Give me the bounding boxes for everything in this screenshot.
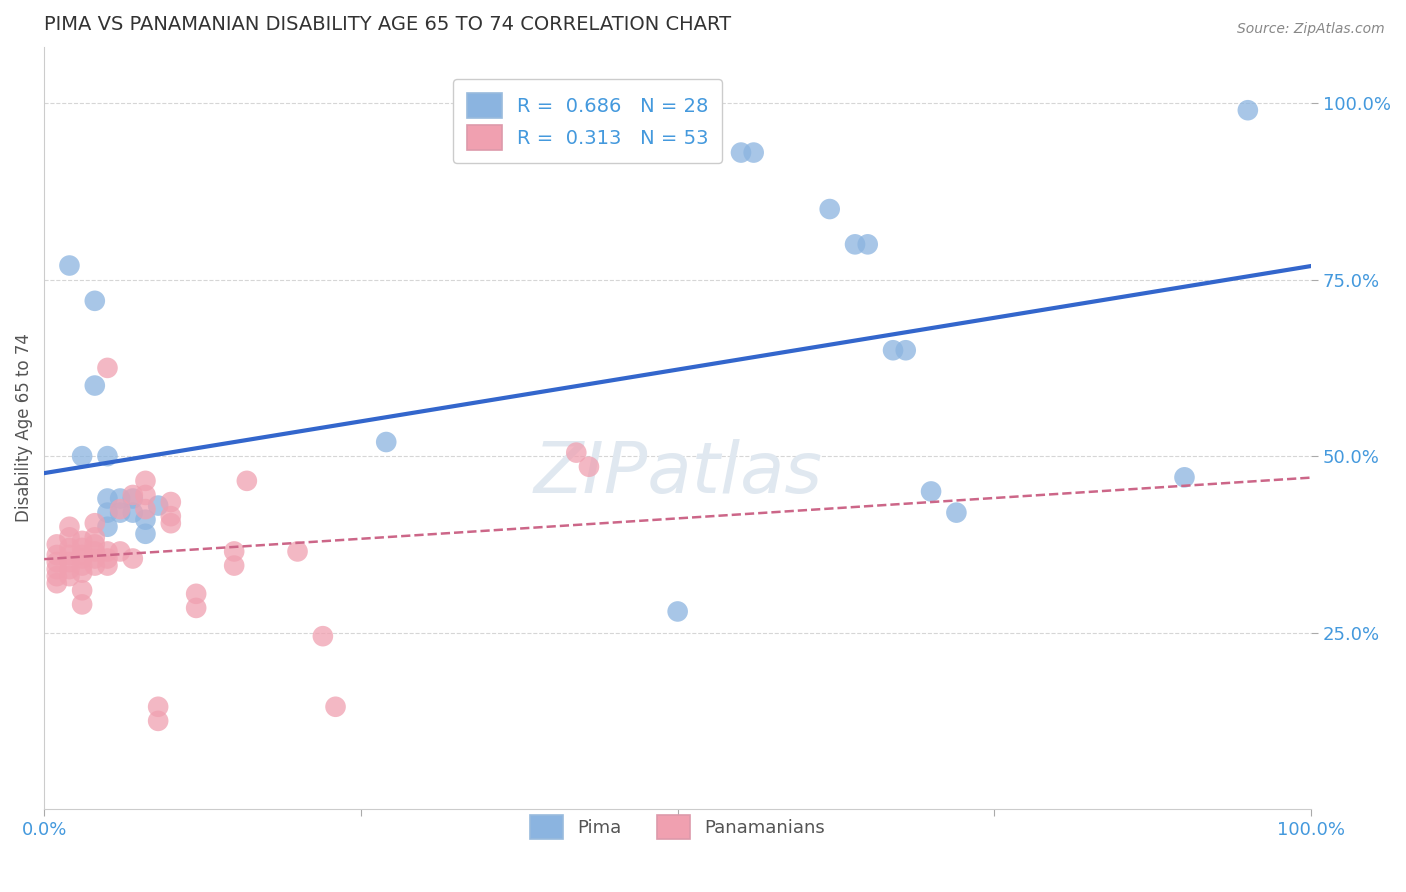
Point [945,506,967,520]
Point [70,541,93,555]
Point [96,491,118,506]
Point [108,506,131,520]
Point [287,544,309,558]
Point [83,558,105,573]
Point [96,558,118,573]
Point [882,343,904,358]
Point [121,506,143,520]
Point [146,499,169,513]
Point [236,474,259,488]
Point [134,488,156,502]
Point [45,548,67,562]
Point [83,530,105,544]
Point [134,513,156,527]
Point [108,502,131,516]
Point [844,237,866,252]
Point [83,544,105,558]
Point [920,484,942,499]
Point [70,583,93,598]
Point [159,495,181,509]
Point [108,491,131,506]
Point [224,558,246,573]
Point [186,601,208,615]
Point [96,449,118,463]
Point [70,558,93,573]
Point [578,459,600,474]
Point [70,551,93,566]
Point [742,145,765,160]
Point [45,537,67,551]
Point [121,491,143,506]
Point [96,360,118,375]
Point [45,555,67,569]
Point [45,562,67,576]
Point [1237,103,1260,118]
Point [856,237,879,252]
Point [83,293,105,308]
Point [58,259,80,273]
Point [108,544,131,558]
Point [83,551,105,566]
Text: Source: ZipAtlas.com: Source: ZipAtlas.com [1237,22,1385,37]
Point [1173,470,1195,484]
Point [134,526,156,541]
Point [70,598,93,612]
Point [134,474,156,488]
Point [666,604,689,618]
Point [894,343,917,358]
Point [83,516,105,531]
Point [83,378,105,392]
Point [70,548,93,562]
Point [325,699,347,714]
Point [45,576,67,591]
Point [96,544,118,558]
Point [159,516,181,531]
Point [58,530,80,544]
Legend: Pima, Panamanians: Pima, Panamanians [523,808,832,846]
Point [70,449,93,463]
Point [730,145,752,160]
Text: ZIPatlas: ZIPatlas [533,439,823,508]
Point [134,502,156,516]
Point [58,520,80,534]
Point [96,520,118,534]
Point [818,202,841,216]
Point [70,566,93,580]
Point [58,555,80,569]
Y-axis label: Disability Age 65 to 74: Disability Age 65 to 74 [15,334,32,523]
Point [58,569,80,583]
Point [159,509,181,524]
Point [45,569,67,583]
Text: PIMA VS PANAMANIAN DISABILITY AGE 65 TO 74 CORRELATION CHART: PIMA VS PANAMANIAN DISABILITY AGE 65 TO … [44,15,731,34]
Point [83,537,105,551]
Point [96,506,118,520]
Point [96,551,118,566]
Point [146,699,169,714]
Point [58,562,80,576]
Point [224,544,246,558]
Point [312,629,335,643]
Point [58,541,80,555]
Point [121,488,143,502]
Point [186,587,208,601]
Point [565,445,588,459]
Point [146,714,169,728]
Point [58,548,80,562]
Point [121,551,143,566]
Point [375,435,398,450]
Point [70,533,93,548]
